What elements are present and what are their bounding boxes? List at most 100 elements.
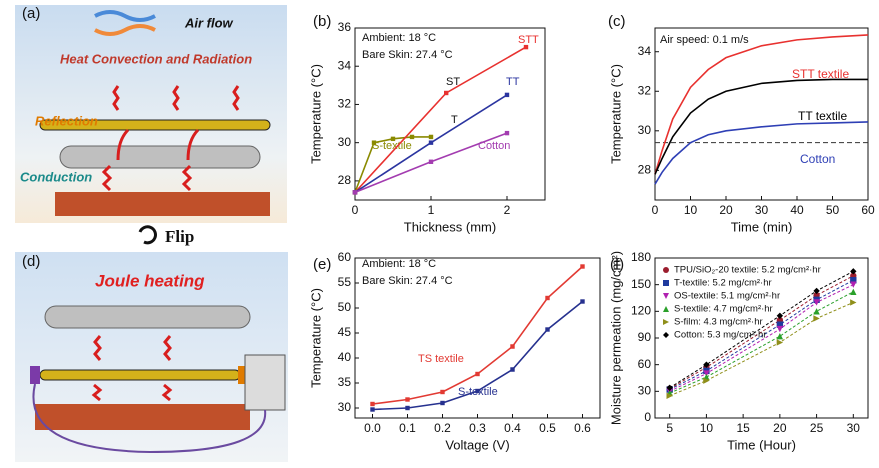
- series-label: Cotton: [800, 152, 835, 166]
- panel-label: (a): [22, 5, 40, 22]
- y-tick-label: 180: [631, 250, 651, 264]
- y-tick-label: 60: [338, 250, 352, 264]
- panel-label: (b): [313, 13, 331, 30]
- annotation: Bare Skin: 27.4 °C: [362, 49, 453, 61]
- y-axis-label: Temperature (°C): [308, 288, 323, 388]
- data-point: [776, 312, 784, 319]
- y-tick-label: 55: [338, 275, 352, 289]
- data-point: [666, 392, 673, 399]
- data-point: [428, 134, 434, 140]
- x-axis-label: Thickness (mm): [404, 219, 496, 234]
- connector: [30, 366, 40, 384]
- panel-bg: [15, 5, 287, 223]
- panel-label: (d): [22, 253, 40, 270]
- plot-frame: [354, 27, 546, 201]
- y-tick-label: 32: [638, 83, 652, 97]
- air-arrow: [94, 24, 156, 36]
- data-point: [475, 371, 480, 377]
- data-point: [850, 281, 857, 288]
- y-tick-label: 90: [638, 330, 652, 344]
- x-tick-label: 0.5: [539, 421, 556, 435]
- data-point: [409, 134, 415, 140]
- panel-label: (c): [608, 13, 626, 30]
- annotation: Ambient: 18 °C: [362, 32, 436, 44]
- x-tick-label: 30: [847, 421, 861, 435]
- data-point: [440, 389, 445, 395]
- diagram-a: (a) Air flow Heat Convection and Radiati…: [15, 5, 287, 223]
- y-tick-label: 50: [338, 300, 352, 314]
- x-tick-label: 10: [684, 203, 698, 217]
- y-tick-label: 45: [338, 325, 352, 339]
- legend-label: T-textile: 5.2 mg/cm²·hr: [674, 278, 772, 289]
- chart: (c) 0 10 20 30 40 50 60 28 30 32 34 Time (min) Temper…: [608, 13, 875, 234]
- x-tick-label: 40: [790, 203, 804, 217]
- series-label: Cotton: [478, 140, 510, 152]
- data-point: [428, 140, 434, 145]
- x-tick-label: 2: [504, 203, 511, 217]
- flip-text: Flip: [165, 227, 194, 246]
- legend-label: Cotton: 5.3 mg/cm²·hr: [674, 330, 766, 341]
- data-point: [428, 159, 434, 164]
- series-label: S-textile: [372, 140, 412, 152]
- y-tick-label: 28: [338, 173, 352, 187]
- y-axis-label: Temperature (°C): [608, 64, 623, 164]
- y-axis-label: Temperature (°C): [308, 64, 323, 164]
- data-point: [776, 325, 784, 333]
- x-tick-label: 50: [826, 203, 840, 217]
- skin: [55, 192, 270, 216]
- data-point: [776, 339, 784, 346]
- legend-marker: [663, 293, 669, 299]
- legend-label: TPU/SiO₂-20 textile: 5.2 mg/cm²·hr: [674, 265, 821, 276]
- series-line: [654, 121, 869, 185]
- x-tick-label: 0.1: [399, 421, 416, 435]
- series-label: TS textile: [418, 353, 464, 365]
- legend-marker: [663, 319, 669, 325]
- annotation: Ambient: 18 °C: [362, 258, 436, 270]
- x-axis-label: Time (min): [731, 219, 793, 234]
- series-line: [354, 46, 527, 193]
- data-point: [545, 295, 550, 301]
- wire: [32, 383, 267, 454]
- x-tick-label: 10: [700, 421, 714, 435]
- x-tick-label: 0: [352, 203, 359, 217]
- y-tick-label: 34: [638, 44, 652, 58]
- data-point: [523, 44, 529, 50]
- x-axis-label: Time (Hour): [727, 437, 796, 452]
- x-tick-label: 5: [666, 421, 673, 435]
- data-point: [405, 397, 410, 402]
- data-point: [666, 384, 673, 391]
- heat-arrows: [101, 85, 240, 192]
- y-tick-label: 0: [644, 410, 651, 424]
- data-point: [504, 130, 510, 136]
- fabric-layer: [44, 305, 251, 329]
- diagram-text: Joule heating: [95, 271, 205, 290]
- data-point: [444, 90, 449, 96]
- fit-line: [669, 291, 854, 394]
- y-tick-label: 30: [338, 135, 352, 149]
- air-arrow: [94, 10, 156, 22]
- data-point: [545, 327, 550, 332]
- x-tick-label: 15: [736, 421, 750, 435]
- data-point: [510, 367, 515, 372]
- legend-label: S-textile: 4.7 mg/cm²·hr: [674, 304, 773, 315]
- diagram-d: (d) Joule heating: [15, 252, 288, 462]
- series-label: TT: [506, 76, 520, 88]
- legend-marker: [663, 306, 669, 312]
- chart: (e) 0.0 0.1 0.2 0.3 0.4 0.5 0.6 30 35 40 45 50 55 60 Vo…: [308, 250, 601, 452]
- data-point: [510, 344, 515, 349]
- data-point: [813, 315, 820, 322]
- data-point: [440, 400, 445, 406]
- data-point: [813, 308, 820, 315]
- y-tick-label: 35: [338, 375, 352, 389]
- x-tick-label: 0.3: [469, 421, 486, 435]
- series-label: STT: [518, 34, 539, 46]
- connector: [238, 366, 248, 384]
- heater-base: [35, 404, 250, 430]
- power-supply: [244, 354, 286, 411]
- data-point: [813, 287, 820, 295]
- x-tick-label: 0.4: [504, 421, 521, 435]
- y-tick-label: 32: [338, 97, 352, 111]
- y-tick-label: 36: [338, 20, 352, 34]
- data-point: [580, 299, 585, 304]
